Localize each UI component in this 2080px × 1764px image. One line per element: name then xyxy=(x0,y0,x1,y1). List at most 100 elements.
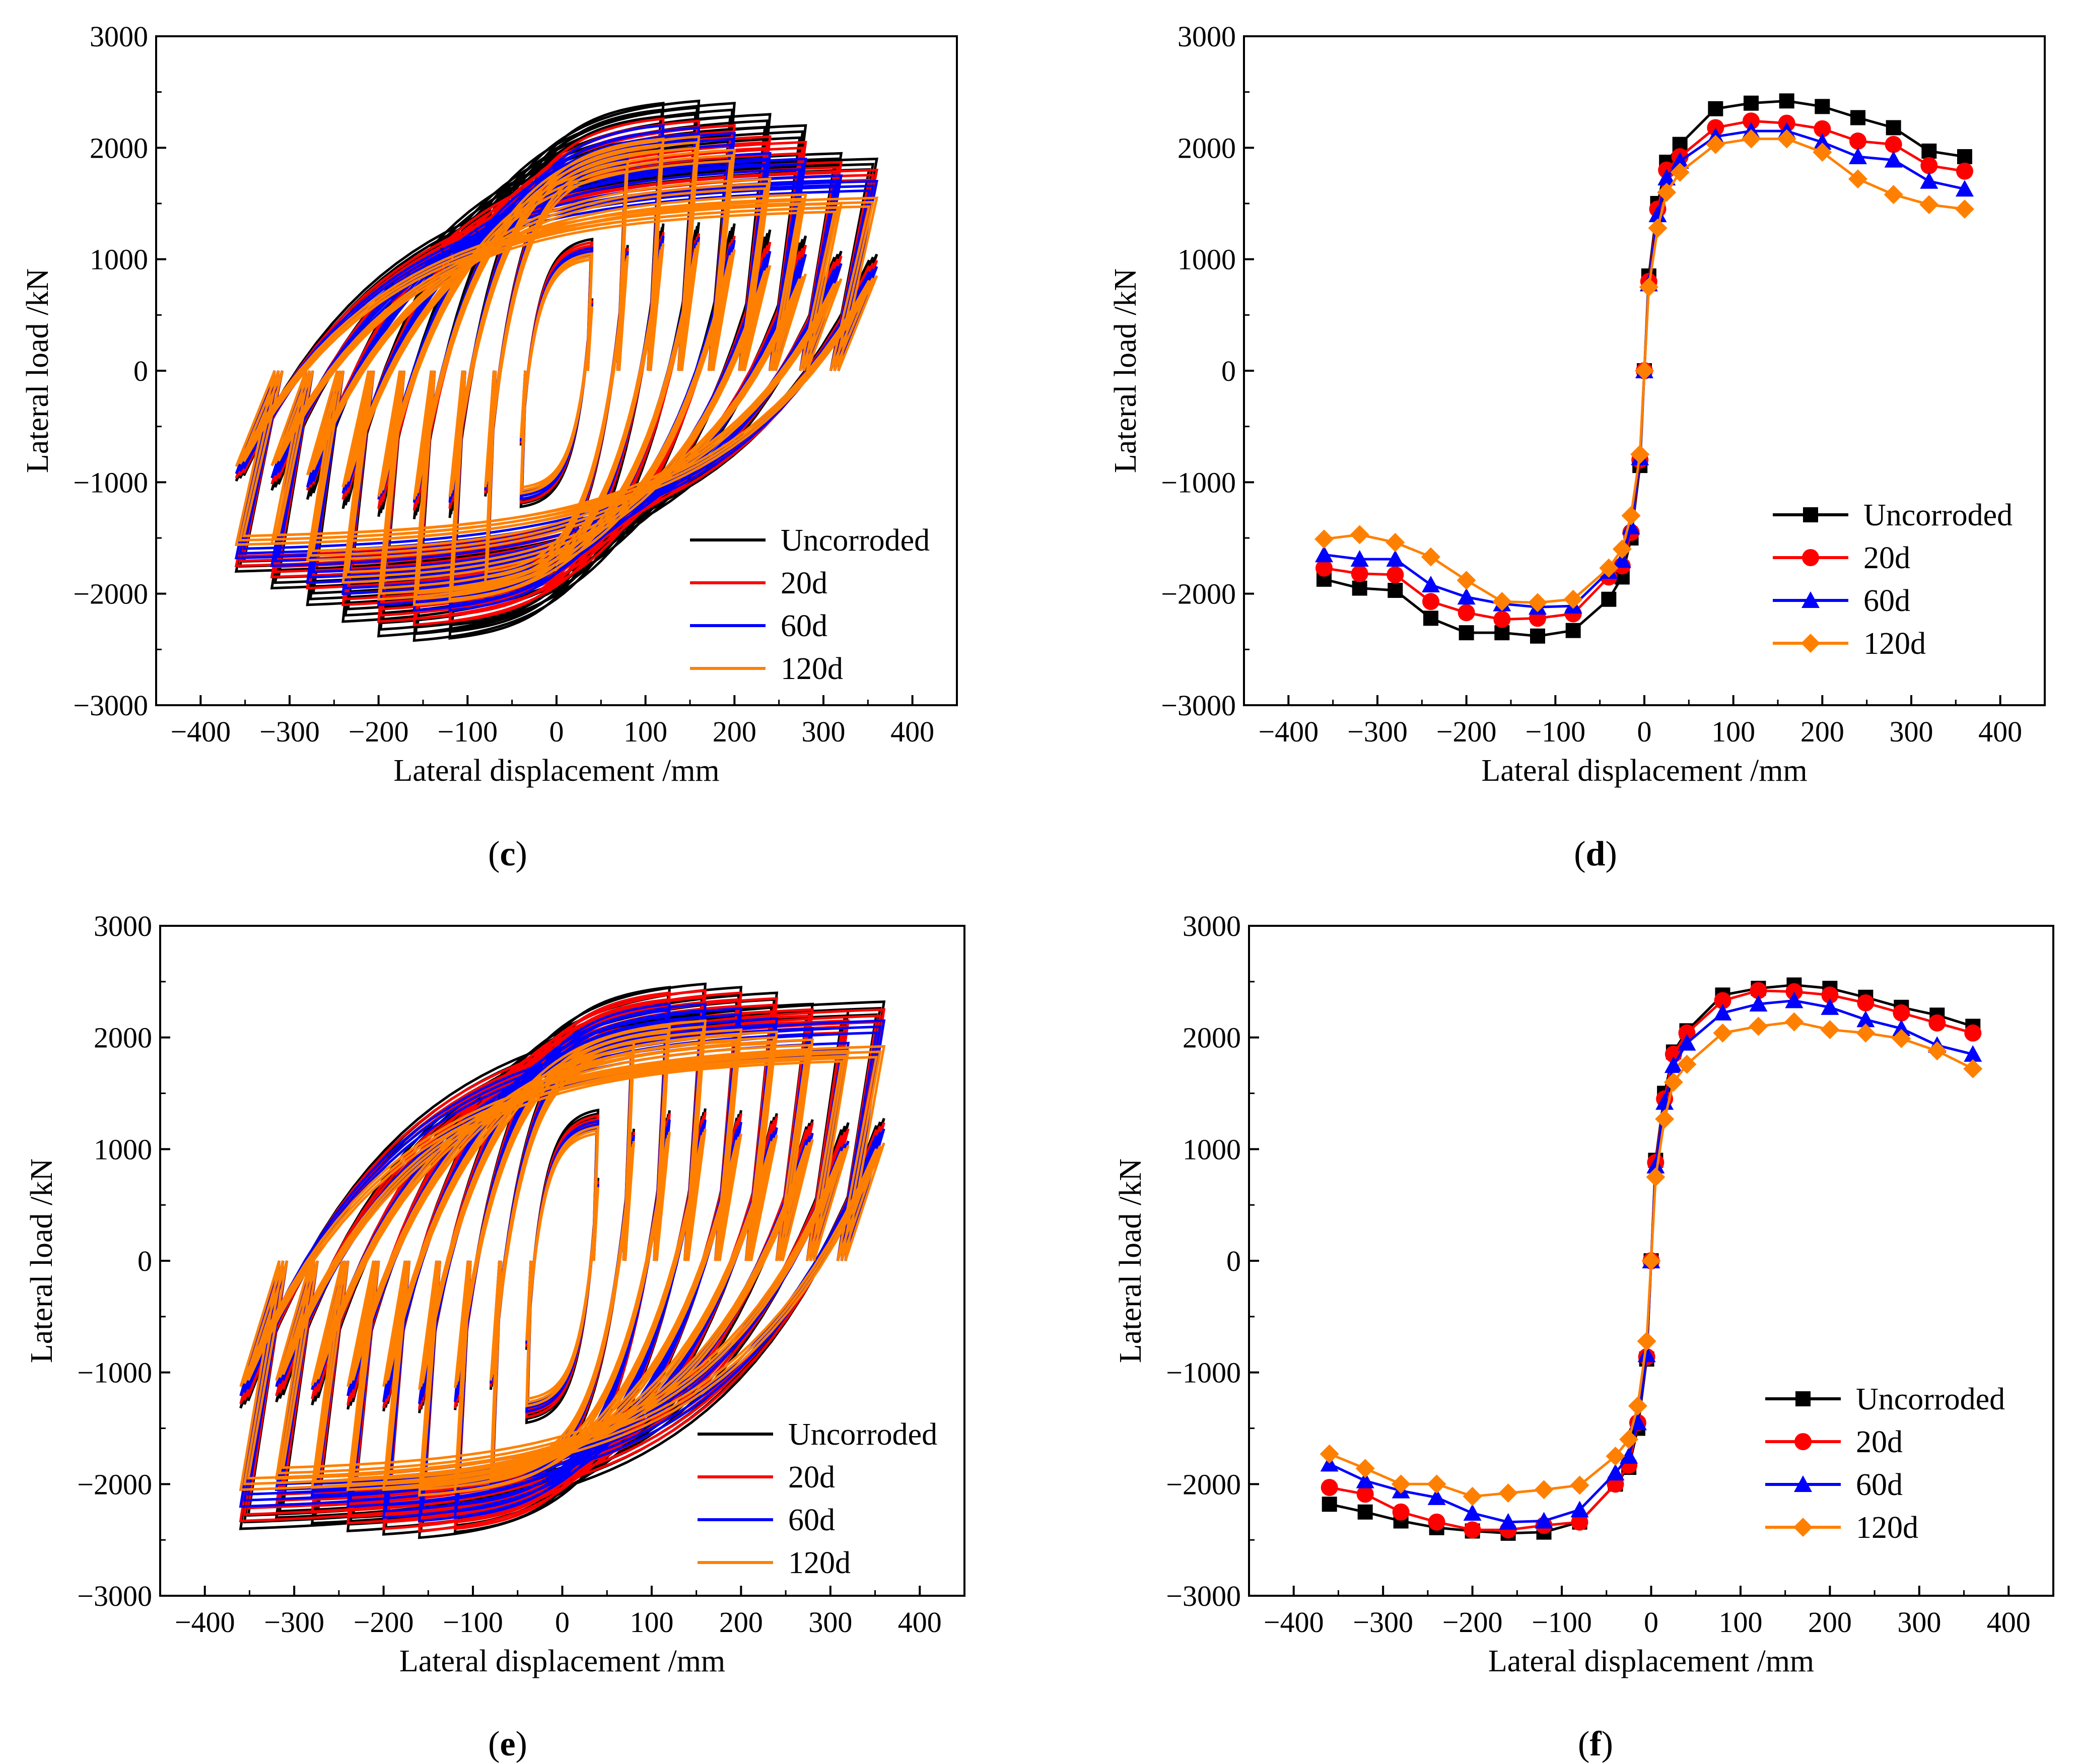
x-tick-label: 100 xyxy=(623,715,667,748)
data-point xyxy=(1635,361,1654,380)
x-tick-label: −400 xyxy=(175,1606,235,1639)
data-point xyxy=(1714,992,1731,1009)
data-point xyxy=(1884,185,1903,205)
data-point xyxy=(1713,1023,1732,1043)
x-tick-label: −300 xyxy=(1347,715,1408,748)
data-point xyxy=(1964,1024,1982,1042)
x-tick-label: 300 xyxy=(1897,1606,1941,1639)
y-tick-label: 0 xyxy=(1221,355,1236,387)
data-point xyxy=(1498,1483,1518,1503)
hysteresis-loop xyxy=(525,1123,599,1409)
data-point xyxy=(1921,143,1937,159)
data-point xyxy=(1320,1444,1339,1464)
data-point xyxy=(1322,1497,1337,1512)
hysteresis-loop xyxy=(381,160,732,589)
panel-letter-e: e xyxy=(500,1725,515,1763)
data-point xyxy=(1648,218,1668,238)
x-tick-label: −100 xyxy=(437,715,498,748)
legend-label: 20d xyxy=(1856,1425,1903,1459)
y-tick-label: −1000 xyxy=(73,466,148,499)
data-point xyxy=(1857,994,1875,1011)
x-tick-label: 0 xyxy=(549,715,564,748)
hysteresis-loop xyxy=(310,1038,814,1489)
data-point xyxy=(1956,180,1974,197)
data-point xyxy=(1849,132,1866,150)
y-tick-label: 3000 xyxy=(1183,910,1241,942)
data-point xyxy=(1352,580,1367,596)
x-tick-label: −400 xyxy=(1264,1606,1324,1639)
legend-item: 60d xyxy=(690,609,827,643)
hysteresis-loop xyxy=(525,1125,600,1408)
x-tick-label: 400 xyxy=(898,1606,942,1639)
hysteresis-loop xyxy=(520,247,593,497)
y-tick-label: 2000 xyxy=(90,131,148,164)
data-point xyxy=(1648,206,1667,223)
hysteresis-loop xyxy=(519,241,594,504)
legend-label: 60d xyxy=(788,1503,835,1537)
data-point xyxy=(1458,604,1475,622)
data-point xyxy=(1927,1041,1947,1061)
data-point xyxy=(1641,1251,1661,1270)
data-point xyxy=(1892,1019,1911,1036)
data-point xyxy=(1821,998,1839,1015)
panel-label-f: (f) xyxy=(1578,1725,1613,1763)
data-point xyxy=(1637,1331,1656,1351)
y-tick-label: −3000 xyxy=(73,689,148,722)
data-point xyxy=(1386,550,1405,567)
series-e-120d xyxy=(239,1019,886,1497)
x-tick-label: −200 xyxy=(1436,715,1497,748)
data-point xyxy=(1815,99,1830,114)
data-point xyxy=(1385,532,1405,552)
data-point xyxy=(1565,623,1581,638)
x-tick-label: −200 xyxy=(349,715,409,748)
data-point xyxy=(1355,1459,1375,1478)
data-point xyxy=(1321,1478,1338,1496)
hysteresis-loop xyxy=(377,149,736,601)
legend-item: 20d xyxy=(690,566,827,600)
hysteresis-loop xyxy=(238,174,875,563)
x-axis-label: Lateral displacement /mm xyxy=(1481,754,1807,788)
data-point xyxy=(1678,1034,1696,1051)
legend-marker xyxy=(1794,1475,1812,1492)
data-point xyxy=(1955,199,1974,219)
data-point xyxy=(1314,529,1334,549)
data-point xyxy=(1637,1345,1656,1363)
legend-label: 120d xyxy=(781,652,843,686)
y-tick-label: −3000 xyxy=(1166,1580,1241,1612)
data-point xyxy=(1885,135,1902,153)
data-point xyxy=(1421,547,1440,567)
data-point xyxy=(1534,1480,1554,1500)
data-point xyxy=(1928,1014,1946,1032)
hysteresis-loop xyxy=(312,168,801,574)
data-point xyxy=(1571,1513,1588,1531)
data-point xyxy=(1820,1020,1840,1040)
y-axis-label: Lateral load /kN xyxy=(25,1159,59,1363)
data-point xyxy=(1570,1501,1589,1518)
data-point xyxy=(1463,1504,1482,1521)
data-point xyxy=(1606,1446,1625,1466)
plot-area-e xyxy=(239,982,886,1539)
data-point xyxy=(1356,1471,1374,1488)
data-point xyxy=(1350,525,1369,545)
data-point xyxy=(1677,1054,1697,1074)
data-point xyxy=(1639,278,1658,297)
x-tick-label: 400 xyxy=(1987,1606,2031,1639)
data-point xyxy=(1563,589,1583,609)
y-tick-label: −2000 xyxy=(1166,1468,1241,1501)
data-point xyxy=(1749,995,1768,1012)
y-tick-label: −1000 xyxy=(1166,1356,1241,1389)
hysteresis-loop xyxy=(309,163,804,579)
data-point xyxy=(1528,593,1547,613)
data-point xyxy=(1570,1475,1589,1495)
x-tick-label: 200 xyxy=(713,715,756,748)
legend-item: 120d xyxy=(690,652,843,686)
data-point xyxy=(1856,1010,1875,1028)
plot-area-c xyxy=(234,99,879,642)
hysteresis-loop xyxy=(525,1112,599,1420)
data-point xyxy=(1850,110,1865,125)
hysteresis-loop xyxy=(519,252,594,495)
hysteresis-loop xyxy=(346,1030,779,1491)
data-point xyxy=(1457,571,1476,590)
data-point xyxy=(1422,575,1440,592)
